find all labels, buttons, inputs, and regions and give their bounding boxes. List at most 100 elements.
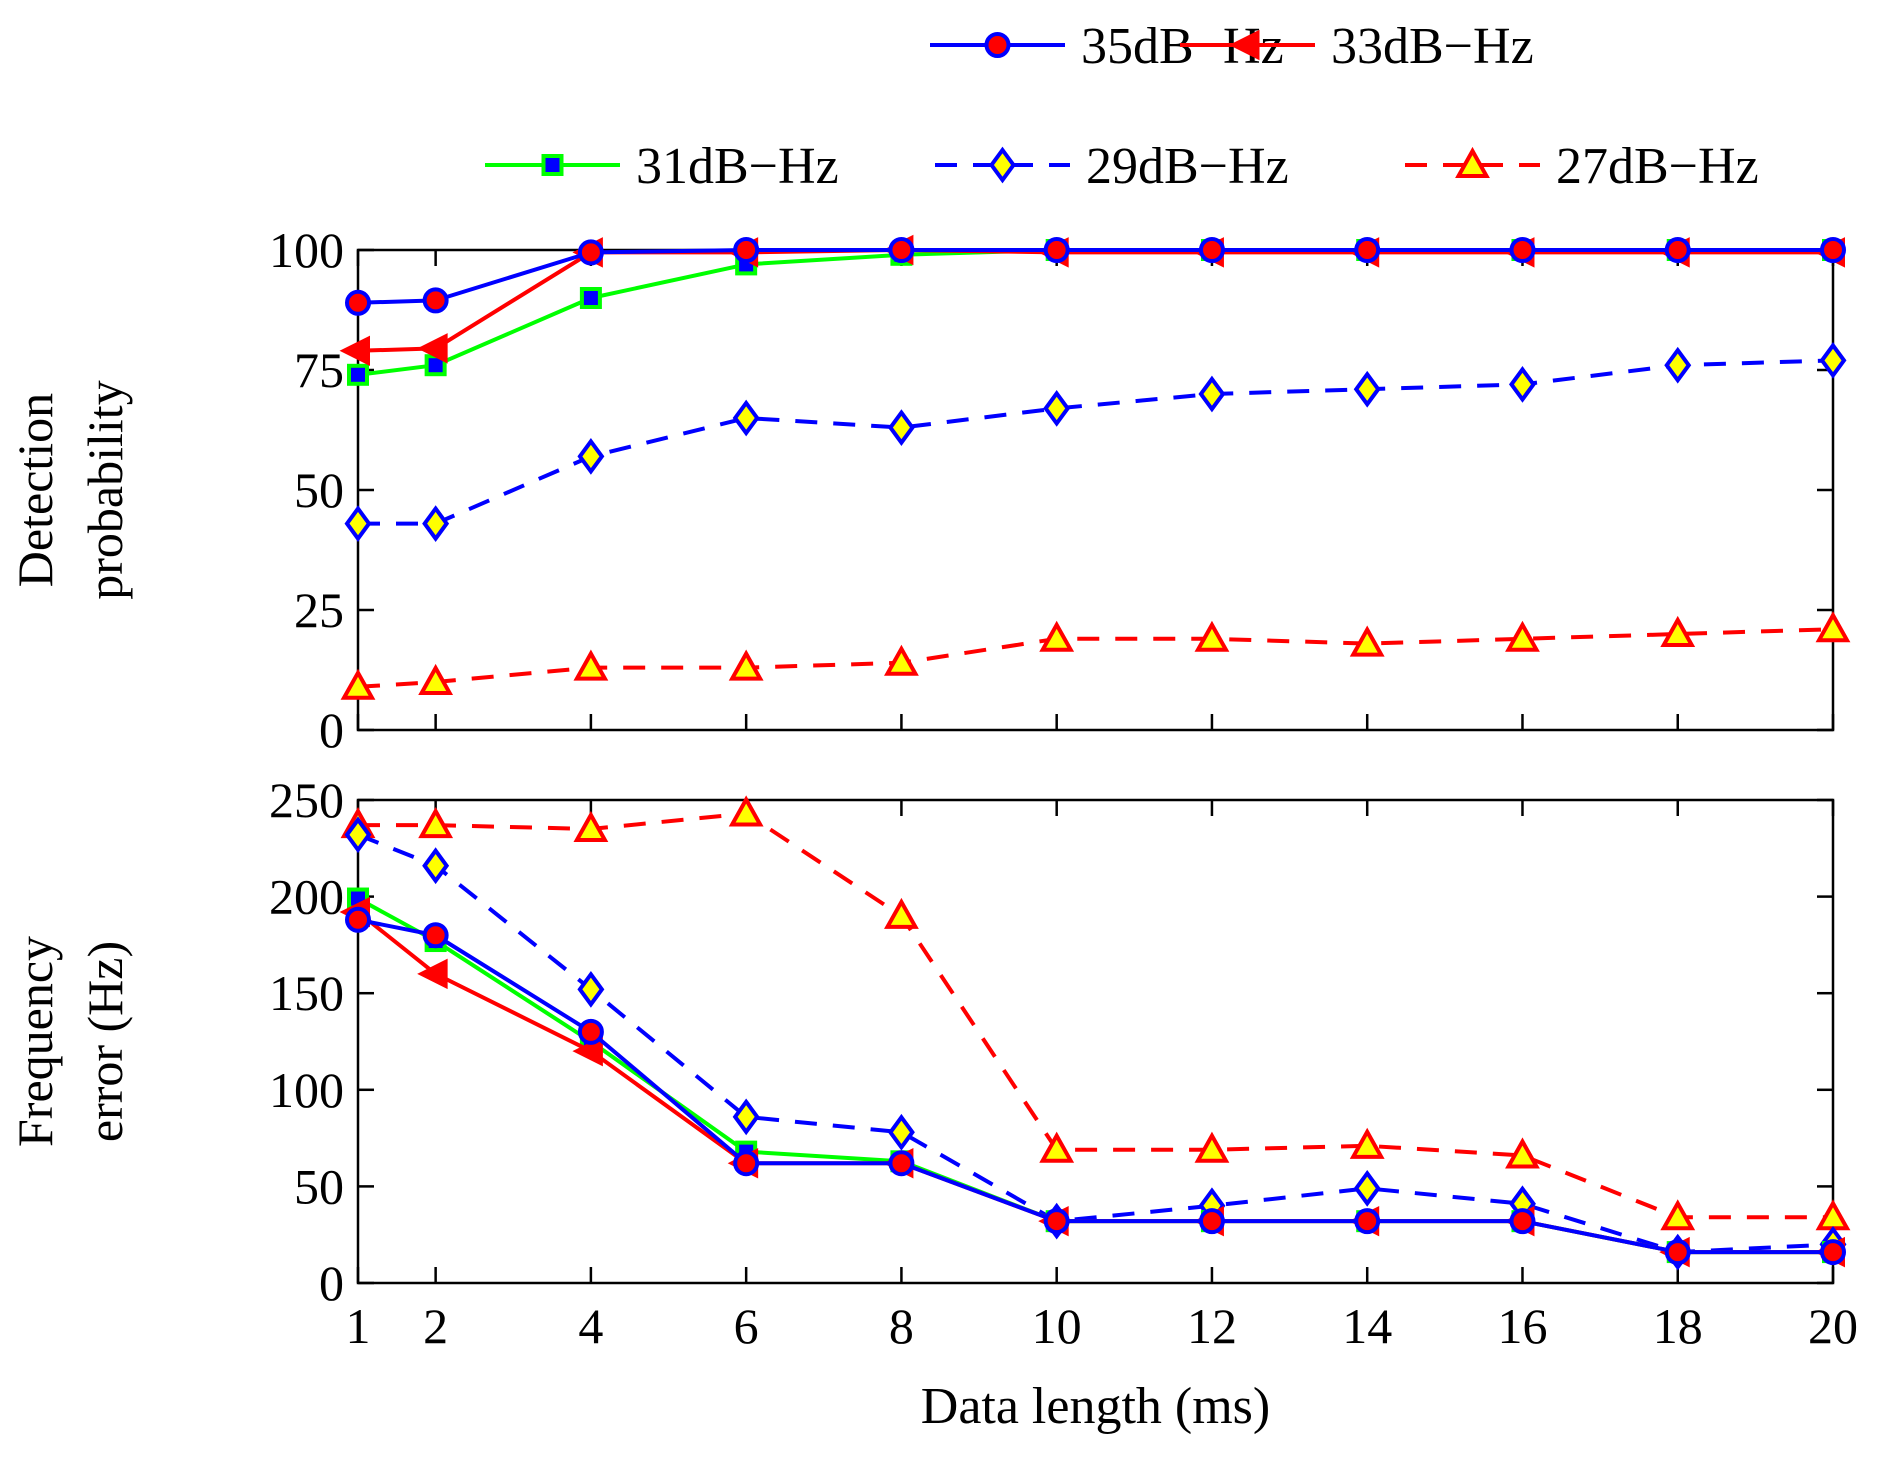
data-point-triangle-up-marker xyxy=(728,649,764,681)
data-point-diamond-marker xyxy=(887,409,915,446)
data-point-triangle-up-marker xyxy=(1505,620,1540,652)
data-point-diamond-marker xyxy=(577,970,605,1008)
data-point-circle-marker xyxy=(888,237,915,263)
series-line xyxy=(357,896,1833,1255)
data-point-circle-marker xyxy=(577,1018,604,1045)
series-33db-hz xyxy=(339,234,1845,367)
x-tick-label: 6 xyxy=(734,1298,759,1354)
data-point-circle-marker xyxy=(1043,1208,1070,1235)
data-point-circle-marker xyxy=(1664,1239,1691,1266)
axes-box xyxy=(356,248,1835,732)
data-point-diamond-marker xyxy=(732,399,760,437)
data-point-diamond-marker xyxy=(887,1113,915,1151)
data-point-circle-marker xyxy=(733,1150,760,1177)
data-point-circle-marker xyxy=(1043,237,1070,263)
data-point-circle-marker xyxy=(1509,237,1536,263)
data-point-triangle-up-marker xyxy=(1815,611,1851,643)
data-point-triangle-left-marker xyxy=(339,335,370,367)
series-line xyxy=(358,811,1833,1220)
y-tick-label: 25 xyxy=(294,582,344,638)
data-point-triangle-up-marker xyxy=(1194,620,1230,652)
y-tick-label: 0 xyxy=(319,1255,344,1311)
data-point-triangle-up-marker xyxy=(1194,1131,1230,1163)
y-axis-label: error (Hz) xyxy=(77,941,133,1142)
data-point-triangle-up-marker xyxy=(1660,1199,1696,1231)
y-tick-label: 150 xyxy=(269,965,344,1021)
legend-diamond-marker xyxy=(989,146,1016,184)
data-point-circle-marker xyxy=(577,239,604,266)
y-tick-label: 50 xyxy=(294,1158,344,1214)
x-tick-label: 1 xyxy=(346,1298,371,1354)
data-point-circle-marker xyxy=(1354,237,1381,263)
x-tick-label: 4 xyxy=(578,1298,603,1354)
series-line xyxy=(357,248,1833,377)
data-point-diamond-marker xyxy=(732,1098,760,1136)
x-tick-label: 18 xyxy=(1653,1298,1703,1354)
x-tick-label: 10 xyxy=(1032,1298,1082,1354)
x-tick-label: 20 xyxy=(1808,1298,1858,1354)
data-point-diamond-marker xyxy=(577,438,605,475)
x-tick-label: 16 xyxy=(1497,1298,1547,1354)
y-tick-label: 50 xyxy=(294,462,344,518)
series-line xyxy=(357,917,1833,1255)
data-point-triangle-up-marker xyxy=(418,807,454,839)
detection-probability-panel: 0 25 50 75 100 Detection probability xyxy=(7,222,1851,758)
legend-circle-marker xyxy=(984,32,1011,58)
y-tick-label: 250 xyxy=(269,772,344,828)
data-point-triangle-up-marker xyxy=(1349,625,1385,657)
data-point-circle-marker xyxy=(1664,237,1691,263)
x-tick-label: 2 xyxy=(423,1298,448,1354)
y-tick-label: 75 xyxy=(294,342,344,398)
data-point-circle-marker xyxy=(422,922,449,949)
data-point-circle-marker xyxy=(345,289,371,316)
data-point-circle-marker xyxy=(888,1150,915,1177)
data-point-triangle-up-marker xyxy=(1349,1127,1385,1159)
legend-triangle-up-marker xyxy=(1455,146,1490,178)
data-point-triangle-up-marker xyxy=(728,795,764,827)
data-point-diamond-marker xyxy=(422,505,450,542)
x-axis-label: Data length (ms) xyxy=(921,1378,1270,1435)
data-point-triangle-up-marker xyxy=(340,668,376,700)
legend-entry-29db-hz: 29dB−Hz xyxy=(935,138,1289,195)
legend-label: 27dB−Hz xyxy=(1556,138,1759,195)
legend-entry-27db-hz: 27dB−Hz xyxy=(1405,138,1759,195)
series-35db-hz xyxy=(345,906,1846,1266)
legend-entry-31db-hz: 31dB−Hz xyxy=(485,138,839,195)
data-point-triangle-up-marker xyxy=(418,663,454,695)
data-point-square-marker xyxy=(579,287,602,309)
data-point-circle-marker xyxy=(422,287,449,314)
x-tick-label: 8 xyxy=(889,1298,914,1354)
data-point-triangle-up-marker xyxy=(1505,1137,1540,1169)
y-tick-label: 0 xyxy=(319,702,344,758)
x-tick-label: 14 xyxy=(1342,1298,1392,1354)
legend-label: 29dB−Hz xyxy=(1086,138,1289,195)
data-point-circle-marker xyxy=(345,906,371,933)
legend-square-marker xyxy=(541,154,564,176)
data-point-triangle-left-marker xyxy=(417,958,448,990)
legend-entry-33db-hz: 33dB−Hz xyxy=(1180,18,1534,75)
data-point-triangle-up-marker xyxy=(884,644,919,676)
data-point-triangle-left-marker xyxy=(417,333,448,364)
axes-box xyxy=(356,798,1835,1285)
data-point-triangle-up-marker xyxy=(1039,620,1075,652)
series-line xyxy=(358,358,1834,526)
data-point-diamond-marker xyxy=(1819,342,1847,379)
data-point-diamond-marker xyxy=(1353,370,1381,408)
data-point-diamond-marker xyxy=(344,505,372,542)
series-33db-hz xyxy=(339,896,1845,1268)
data-point-triangle-up-marker xyxy=(1660,615,1696,647)
series-27db-hz xyxy=(340,611,1851,700)
y-tick-label: 100 xyxy=(269,222,344,278)
y-axis-label: Frequency xyxy=(7,936,63,1147)
data-point-circle-marker xyxy=(1820,237,1846,263)
y-tick-label: 200 xyxy=(269,869,344,925)
data-point-diamond-marker xyxy=(1508,366,1536,403)
data-point-triangle-up-marker xyxy=(884,897,919,929)
data-point-diamond-marker xyxy=(1353,1169,1381,1207)
series-27db-hz xyxy=(340,795,1851,1231)
series-29db-hz xyxy=(344,342,1847,542)
data-point-circle-marker xyxy=(1354,1208,1381,1235)
frequency-error-panel: 0 50 100 150 200 250 1 2 4 6 8 10 12 14 16 18 20 Frequenc… xyxy=(7,772,1858,1435)
